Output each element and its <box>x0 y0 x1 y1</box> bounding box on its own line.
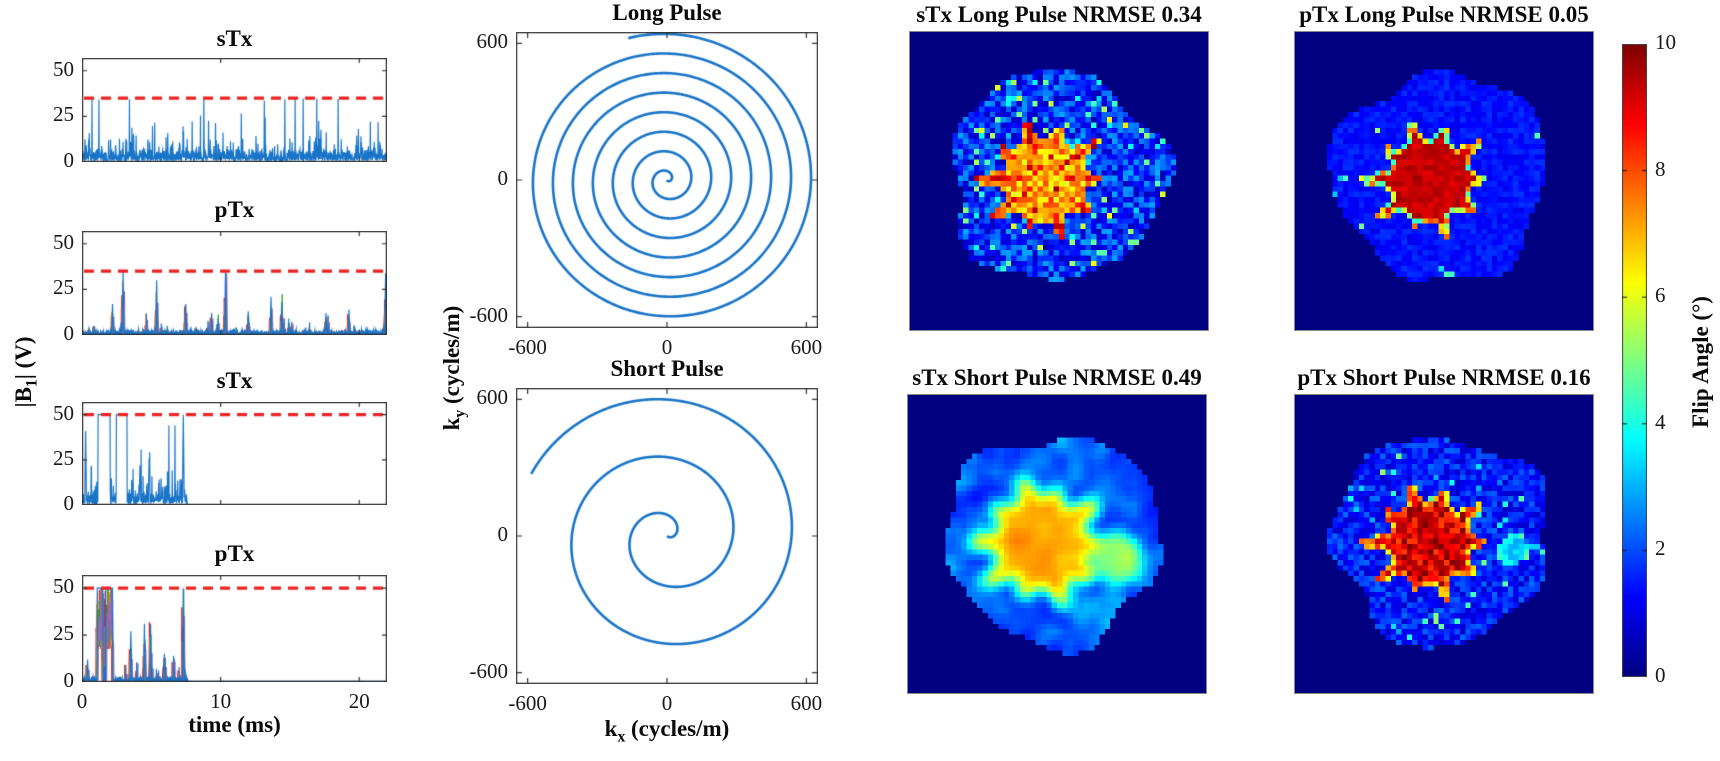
b1-waveform-stx-long-canvas <box>82 58 387 162</box>
flip-angle-map-stx-long <box>909 31 1209 331</box>
map-title-ptx-short: pTx Short Pulse NRMSE 0.16 <box>1297 365 1591 390</box>
flip-angle-map-ptx-long <box>1294 31 1594 331</box>
b1-xtick-label: 0 <box>76 689 88 713</box>
kspace-ytick-label: -600 <box>469 302 509 327</box>
b1-plot-title-ptx-short: pTx <box>214 541 255 566</box>
b1-ytick-label: 0 <box>63 148 75 172</box>
kspace-ytick-label: 600 <box>476 29 509 54</box>
kspace-xtick-label: 600 <box>790 335 823 359</box>
b1-xlabel-time: time (ms) <box>188 712 281 737</box>
b1-plot-title-stx-short: sTx <box>216 368 253 393</box>
colorbar-tick-label: 2 <box>1655 536 1666 561</box>
flip-angle-map-ptx-short <box>1294 394 1594 694</box>
kspace-ylabel: ky (cycles/m) <box>439 305 469 431</box>
colorbar-tick-label: 4 <box>1655 409 1666 434</box>
flip-angle-map-stx-short <box>907 394 1207 694</box>
kspace-xtick-label: -600 <box>508 691 547 715</box>
colorbar-label: Flip Angle (°) <box>1688 296 1713 428</box>
b1-waveform-ptx-long-canvas <box>82 231 387 335</box>
kspace-spiral-long-canvas <box>516 32 818 328</box>
b1-ytick-label: 0 <box>63 321 75 345</box>
kspace-ytick-label: -600 <box>469 658 509 683</box>
kspace-ytick-label: 600 <box>476 385 509 410</box>
b1-ytick-label: 50 <box>53 574 74 599</box>
b1-waveform-stx-short-canvas <box>82 402 387 505</box>
kspace-xtick-label: 0 <box>661 335 673 359</box>
map-title-ptx-long: pTx Long Pulse NRMSE 0.05 <box>1299 2 1589 27</box>
b1-ytick-label: 0 <box>63 668 75 692</box>
b1-ytick-label: 25 <box>53 621 74 646</box>
colorbar-tick-label: 6 <box>1655 283 1666 308</box>
b1-waveform-ptx-short-canvas <box>82 575 387 682</box>
kspace-ytick-label: 0 <box>497 522 509 546</box>
kspace-xlabel: kx (cycles/m) <box>604 716 730 746</box>
kspace-xtick-label: 0 <box>661 691 673 715</box>
kspace-xtick-label: 600 <box>790 691 823 715</box>
b1-xtick-label: 20 <box>348 689 370 713</box>
b1-ytick-label: 50 <box>53 56 74 81</box>
colorbar-tick-label: 0 <box>1655 663 1666 687</box>
colorbar-tick-label: 8 <box>1655 156 1666 181</box>
map-title-stx-long: sTx Long Pulse NRMSE 0.34 <box>916 2 1202 27</box>
colorbar <box>1622 44 1647 677</box>
b1-ytick-label: 25 <box>53 275 74 300</box>
b1-ytick-label: 25 <box>53 445 74 470</box>
b1-ytick-label: 50 <box>53 229 74 254</box>
b1-xtick-label: 10 <box>210 689 232 713</box>
b1-plot-title-stx-long: sTx <box>216 26 253 51</box>
kspace-title-long-pulse: Long Pulse <box>612 0 722 25</box>
b1-ytick-label: 25 <box>53 102 74 127</box>
b1-plot-title-ptx-long: pTx <box>214 197 255 222</box>
kspace-title-short-pulse: Short Pulse <box>610 356 724 381</box>
kspace-ytick-label: 0 <box>497 166 509 190</box>
colorbar-tick-label: 10 <box>1655 30 1676 54</box>
b1-ytick-label: 50 <box>53 400 74 425</box>
b1-ytick-label: 0 <box>63 491 75 515</box>
map-title-stx-short: sTx Short Pulse NRMSE 0.49 <box>912 365 1202 390</box>
kspace-spiral-short-canvas <box>516 388 818 684</box>
kspace-xtick-label: -600 <box>508 335 547 359</box>
